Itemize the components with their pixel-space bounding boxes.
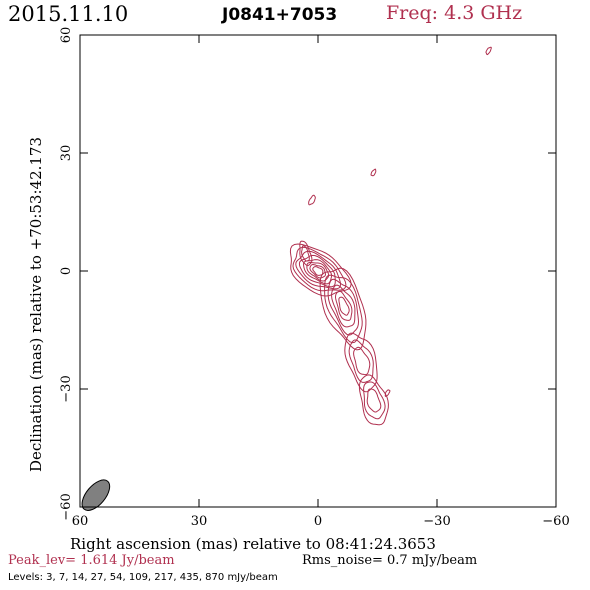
observation-date: 2015.11.10 <box>8 2 129 26</box>
y-tick-label: −30 <box>59 375 74 402</box>
jet-1-contour-2 <box>324 274 363 344</box>
jet-1-contour-6 <box>338 296 350 316</box>
jet-2-contour-2 <box>348 339 374 383</box>
peak-level: Peak_lev= 1.614 Jy/beam <box>8 553 175 568</box>
knot-a-contour-1 <box>299 240 313 267</box>
jet-3-contour-1 <box>358 374 389 426</box>
rms-noise: Rms_noise= 0.7 mJy/beam <box>302 553 478 568</box>
jet-3-contour-2 <box>363 381 386 420</box>
contour-layer <box>289 46 492 426</box>
source-name: J0841+7053 <box>222 5 338 25</box>
contour-levels: Levels: 3, 7, 14, 27, 54, 109, 217, 435,… <box>8 572 278 583</box>
core-contour-7 <box>309 263 327 279</box>
x-tick-label: 30 <box>191 514 208 529</box>
plot-frame <box>79 34 557 508</box>
core-contour-2 <box>292 246 347 292</box>
jet-3-contour-3 <box>366 388 382 413</box>
x-tick-label: −30 <box>423 514 450 529</box>
y-tick-label: 0 <box>59 267 74 275</box>
y-tick-label: −60 <box>59 493 74 520</box>
core-contour-1 <box>289 243 352 297</box>
frequency-label: Freq: 4.3 GHz <box>386 2 523 24</box>
beam-layer <box>81 479 111 511</box>
knot-b-contour-1 <box>308 194 316 206</box>
jet-1-contour-4 <box>331 284 356 328</box>
y-tick-labels: −60 −30 0 30 60 <box>59 27 74 521</box>
knot-a-contour-2 <box>301 245 310 262</box>
core-contour-3 <box>295 250 342 290</box>
x-tick-labels: 60 30 0 −30 −60 <box>72 514 570 529</box>
y-axis-label: Declination (mas) relative to +70:53:42.… <box>27 137 45 472</box>
beam-ellipse <box>81 479 111 511</box>
axis-ticks <box>79 34 557 508</box>
jet-2-contour-3 <box>353 346 371 376</box>
y-tick-label: 60 <box>59 27 74 44</box>
core-contour-8 <box>312 266 324 276</box>
jet-1-contour-5 <box>334 290 353 321</box>
x-tick-label: 60 <box>72 514 89 529</box>
knot-e-contour-1 <box>384 389 391 397</box>
x-tick-label: 0 <box>314 514 322 529</box>
jet-2-contour-1 <box>344 332 378 393</box>
knot-d-contour-1 <box>485 46 492 56</box>
jet-1-contour-1 <box>319 267 367 351</box>
x-axis-label: Right ascension (mas) relative to 08:41:… <box>70 535 436 553</box>
knot-c-contour-1 <box>370 168 377 177</box>
core-contour-6 <box>306 261 330 282</box>
y-tick-label: 30 <box>59 145 74 162</box>
jet-1-contour-3 <box>327 278 360 336</box>
x-tick-label: −60 <box>542 514 569 529</box>
